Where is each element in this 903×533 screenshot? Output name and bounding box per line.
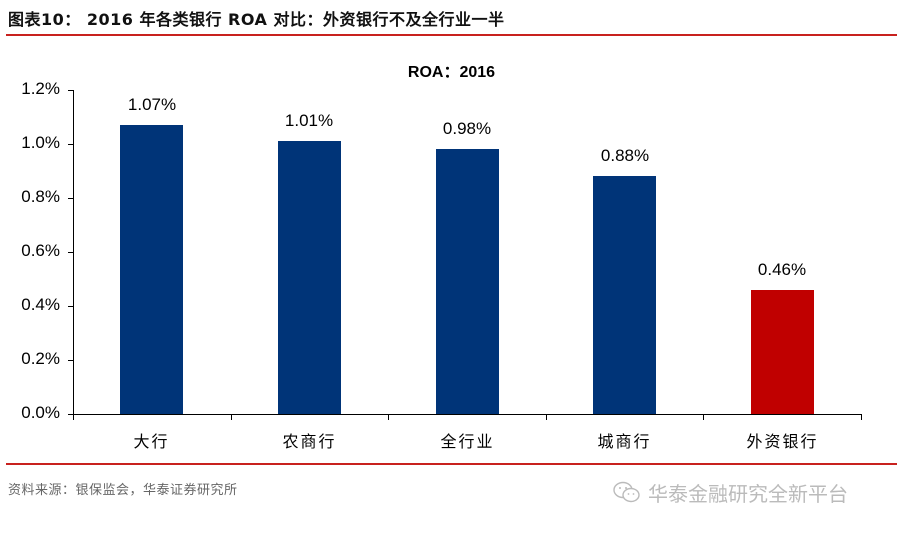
- y-tick-label: 1.0%: [21, 133, 60, 152]
- x-tick: [861, 414, 862, 420]
- y-tick: [68, 198, 73, 199]
- category-label: 农商行: [282, 432, 337, 451]
- x-tick: [231, 414, 232, 420]
- bar-1: [120, 125, 183, 414]
- x-tick: [73, 414, 74, 420]
- bar-value-label: 1.07%: [127, 95, 177, 114]
- y-axis: [73, 90, 74, 415]
- figure-title: 图表10： 2016 年各类银行 ROA 对比：外资银行不及全行业一半: [8, 10, 505, 29]
- bar-value-label: 1.01%: [284, 111, 334, 130]
- y-tick-label: 0.0%: [21, 403, 60, 422]
- x-axis: [68, 414, 862, 415]
- category-label: 外资银行: [746, 432, 819, 451]
- y-tick: [68, 306, 73, 307]
- bar-value-label: 0.88%: [600, 146, 650, 165]
- source-note: 资料来源：银保监会，华泰证券研究所: [8, 483, 238, 498]
- y-tick-label: 0.2%: [21, 349, 60, 368]
- bar-value-label: 0.46%: [757, 260, 807, 279]
- x-tick: [388, 414, 389, 420]
- x-tick: [546, 414, 547, 420]
- watermark: 华泰金融研究全新平台: [612, 478, 848, 507]
- category-label: 大行: [133, 432, 170, 451]
- x-tick: [703, 414, 704, 420]
- chart-title: ROA：2016: [407, 64, 496, 81]
- y-tick-label: 0.6%: [21, 241, 60, 260]
- y-tick: [68, 252, 73, 253]
- bar-value-label: 0.98%: [442, 119, 492, 138]
- wechat-icon: [612, 480, 642, 506]
- category-label: 全行业: [440, 432, 495, 451]
- title-divider: [6, 34, 897, 36]
- bar-5: [751, 290, 814, 414]
- y-tick-label: 0.8%: [21, 187, 60, 206]
- y-tick: [68, 90, 73, 91]
- category-label: 城商行: [597, 432, 652, 451]
- bar-3: [436, 149, 499, 414]
- y-tick-label: 0.4%: [21, 295, 60, 314]
- footer-divider: [6, 463, 897, 465]
- watermark-text: 华泰金融研究全新平台: [648, 482, 848, 506]
- bar-2: [278, 141, 341, 414]
- y-tick-label: 1.2%: [21, 79, 60, 98]
- y-tick: [68, 414, 73, 415]
- y-tick: [68, 144, 73, 145]
- y-tick: [68, 360, 73, 361]
- bar-4: [593, 176, 656, 414]
